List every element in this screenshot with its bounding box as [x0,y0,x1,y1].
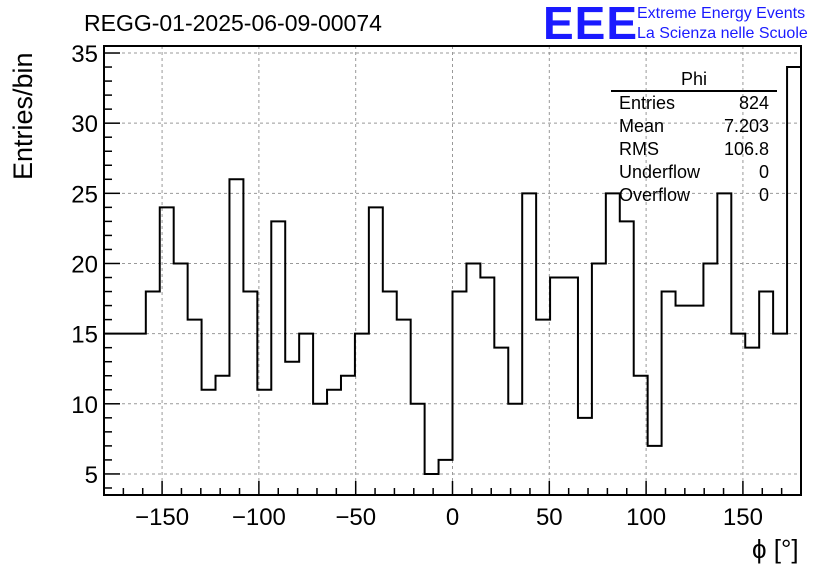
y-tick-label: 5 [85,462,98,489]
tick-labels: −150 −100 −50 0 50 100 150 5 10 15 20 25 30 35 [71,41,763,531]
x-tick-label: −50 [335,504,376,531]
stats-row: Mean 7.203 [611,115,777,138]
y-tick-label: 30 [71,111,98,138]
x-tick-label: 0 [446,504,459,531]
stats-box: Phi Entries 824 Mean 7.203 RMS 106.8 Underflow… [611,68,777,207]
histogram-step-line [104,66,801,475]
eee-logo: EEE [543,0,639,49]
stats-row: Entries 824 [611,92,777,115]
x-tick-label: 150 [723,504,763,531]
chart-title: REGG-01-2025-06-09-00074 [84,10,382,36]
y-tick-label: 10 [71,392,98,419]
stats-row-label: Underflow [619,162,701,182]
stats-row: Underflow 0 [611,161,777,184]
stats-row-label: Mean [619,116,665,136]
y-tick-label: 25 [71,181,98,208]
stats-row-value: 0 [758,162,769,182]
x-tick-label: 100 [626,504,666,531]
y-tick-label: 15 [71,322,98,349]
stats-rows: Entries 824 Mean 7.203 RMS 106.8 Underflow 0 Ove… [611,92,777,207]
y-axis-label: Entries/bin [8,52,38,180]
stats-row-value: 7.203 [723,116,769,136]
x-tick-label: 50 [536,504,563,531]
stats-row-value: 0 [758,185,769,205]
stats-title: Phi [611,68,777,92]
stats-row-label: Overflow [619,185,691,205]
stats-row: Overflow 0 [611,184,777,207]
stats-row-label: RMS [619,139,659,159]
stats-row-value: 824 [738,93,769,113]
y-tick-label: 20 [71,251,98,278]
x-axis-label: ϕ [°] [752,534,799,564]
stats-row-value: 106.8 [723,139,769,159]
logo-caption: Extreme Energy Events La Scienza nelle S… [637,4,808,44]
x-tick-label: −100 [232,504,286,531]
stats-row: RMS 106.8 [611,138,777,161]
axis-ticks [103,52,802,495]
x-tick-label: −150 [135,504,189,531]
logo-caption-line2: La Scienza nelle Scuole [637,25,808,42]
logo-caption-line1: Extreme Energy Events [637,5,806,22]
y-tick-label: 35 [71,41,98,68]
stats-row-label: Entries [619,93,676,113]
